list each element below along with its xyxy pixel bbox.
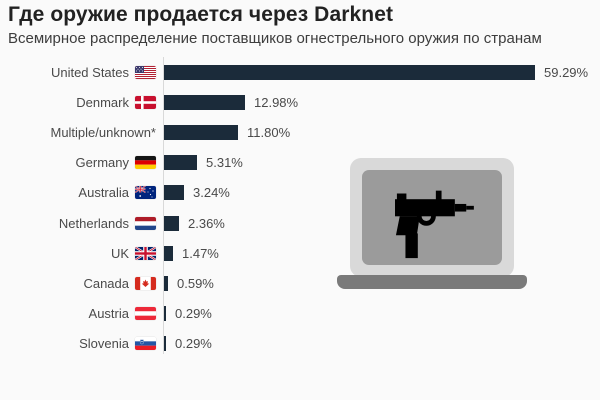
value-label: 11.80%	[247, 124, 291, 140]
value-label: 3.24%	[193, 185, 230, 201]
value-label: 0.29%	[175, 336, 212, 352]
bar	[164, 306, 166, 322]
value-label: 5.31%	[206, 155, 243, 171]
country-label: United States	[50, 64, 129, 80]
bar	[164, 275, 168, 291]
value-label: 12.98%	[254, 94, 299, 110]
country-label: Denmark	[76, 94, 129, 110]
bar	[164, 336, 166, 352]
country-label-cell: Slovenia	[0, 336, 156, 351]
country-label-cell: UK	[0, 246, 156, 261]
country-label: UK	[110, 245, 129, 261]
country-label: Austria	[88, 306, 129, 322]
laptop-illustration	[337, 158, 527, 290]
header: Где оружие продается через Darknet Всеми…	[8, 2, 592, 48]
bar-chart: United States 59.29% Denmark 12.98% Multiple…	[0, 57, 600, 361]
country-label: Canada	[83, 275, 129, 291]
bar	[164, 245, 173, 261]
bar-row: Denmark 12.98%	[0, 87, 600, 117]
axis-baseline	[163, 57, 164, 354]
value-label: 1.47%	[182, 245, 219, 261]
bar-row: Multiple/unknown* 11.80%	[0, 117, 600, 147]
country-label-cell: Denmark	[0, 95, 156, 110]
page-subtitle: Всемирное распределение поставщиков огне…	[8, 30, 542, 48]
bar-row: Canada 0.59%	[0, 268, 600, 298]
country-label: Netherlands	[58, 215, 129, 231]
bar	[164, 64, 535, 80]
bar	[164, 215, 179, 231]
country-label-cell: Australia	[0, 185, 156, 200]
denmark-flag-icon	[135, 95, 156, 109]
country-label-cell: Multiple/unknown*	[0, 125, 156, 140]
bar-row: Germany 5.31%	[0, 148, 600, 178]
bar	[164, 185, 184, 201]
bar	[164, 124, 238, 140]
bar-row: UK 1.47%	[0, 238, 600, 268]
bar-row: Netherlands 2.36%	[0, 208, 600, 238]
austria-flag-icon	[135, 307, 156, 321]
country-label-cell: Netherlands	[0, 216, 156, 231]
value-label: 0.59%	[177, 275, 214, 291]
country-label: Slovenia	[79, 336, 129, 352]
uzi-submachine-gun-icon	[395, 190, 474, 259]
bar	[164, 155, 197, 171]
country-label: Germany	[75, 155, 129, 171]
canada-flag-icon	[135, 276, 156, 290]
value-label: 59.29%	[544, 64, 589, 80]
slovenia-flag-icon	[135, 337, 156, 351]
bar	[164, 94, 245, 110]
page-title: Где оружие продается через Darknet	[8, 3, 394, 26]
bar-row: Slovenia 0.29%	[0, 329, 600, 359]
netherlands-flag-icon	[135, 216, 156, 230]
bar-row: Australia 3.24%	[0, 178, 600, 208]
bar-row: Austria 0.29%	[0, 299, 600, 329]
bar-row: United States 59.29%	[0, 57, 600, 87]
value-label: 0.29%	[175, 306, 212, 322]
country-label-cell: Canada	[0, 276, 156, 291]
country-label-cell: Germany	[0, 155, 156, 170]
country-label: Multiple/unknown*	[50, 124, 156, 140]
australia-flag-icon	[135, 186, 156, 200]
country-label: Australia	[78, 185, 129, 201]
uk-flag-icon	[135, 246, 156, 260]
bar-rows: United States 59.29% Denmark 12.98% Multiple…	[0, 57, 600, 359]
us-flag-icon	[135, 65, 156, 79]
value-label: 2.36%	[188, 215, 225, 231]
country-label-cell: Austria	[0, 306, 156, 321]
laptop-base	[337, 275, 527, 289]
germany-flag-icon	[135, 156, 156, 170]
country-label-cell: United States	[0, 65, 156, 80]
